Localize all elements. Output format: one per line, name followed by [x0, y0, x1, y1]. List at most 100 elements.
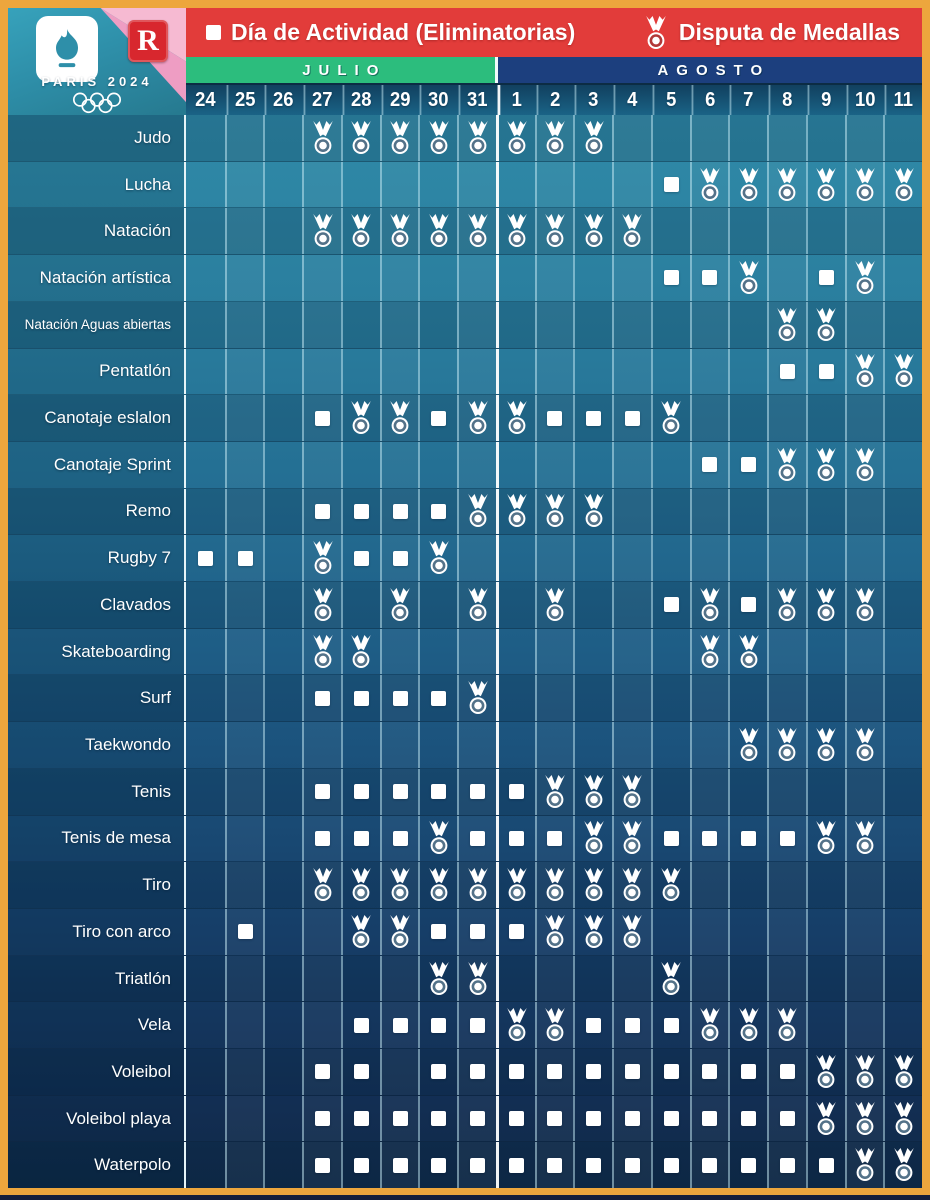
day-cell — [418, 908, 457, 955]
medal-icon — [428, 214, 449, 248]
day-cell — [495, 115, 535, 161]
day-cell — [805, 395, 845, 441]
medal-icon — [545, 494, 565, 528]
medal-icon — [622, 774, 643, 808]
day-cell — [418, 628, 457, 675]
medal-icon — [738, 634, 759, 668]
day-cell — [767, 441, 806, 488]
day-cell — [650, 675, 690, 722]
day-cell — [457, 955, 496, 1002]
day-cell — [728, 628, 767, 675]
activity-square-icon — [818, 270, 834, 286]
day-cell — [186, 722, 225, 768]
day-cell — [573, 301, 612, 348]
day-cell — [495, 255, 535, 301]
day-cell — [418, 1142, 457, 1189]
medal-icon — [583, 774, 604, 808]
day-cell — [340, 115, 380, 161]
activity-square-icon — [624, 410, 640, 426]
activity-square-icon — [586, 410, 602, 426]
day-cell — [805, 1049, 845, 1095]
activity-square-icon — [702, 830, 718, 846]
day-cell — [534, 1049, 574, 1095]
day-cell — [767, 582, 806, 628]
day-cell — [263, 1142, 302, 1189]
medal-icon — [777, 1008, 798, 1042]
day-cell — [844, 348, 884, 395]
day-cell — [457, 768, 496, 815]
day-cell — [186, 162, 225, 208]
medal-icon — [855, 727, 875, 761]
medal-icon — [390, 587, 410, 621]
day-cell — [844, 441, 884, 488]
activity-square-icon — [741, 1111, 757, 1127]
day-cell — [689, 208, 729, 255]
day-cell — [728, 161, 767, 208]
day-cell — [805, 488, 845, 535]
day-cell — [418, 441, 457, 488]
activity-square-icon — [624, 1017, 640, 1033]
activity-square-icon — [779, 1111, 795, 1127]
day-cell — [573, 628, 612, 675]
day-cell — [805, 768, 845, 815]
day-cell — [186, 816, 225, 862]
day-cell — [767, 955, 806, 1002]
activity-square-icon — [818, 363, 834, 379]
day-cell — [883, 348, 922, 395]
day-cell — [457, 348, 496, 395]
day-cell — [186, 769, 225, 815]
day-cell — [844, 1095, 884, 1142]
sport-row: Voleibol — [8, 1049, 922, 1096]
day-cell — [767, 208, 806, 255]
day-cell — [534, 535, 574, 582]
activity-square-icon — [392, 1111, 408, 1127]
day-cell — [302, 115, 341, 161]
day-cell — [883, 815, 922, 862]
medal-icon — [855, 821, 875, 855]
day-cell — [844, 908, 884, 955]
day-cell — [612, 115, 651, 161]
day-cell — [573, 768, 612, 815]
day-cell — [534, 955, 574, 1002]
day-cell — [689, 488, 729, 535]
day-cell — [263, 675, 302, 722]
day-cell — [805, 348, 845, 395]
day-cell — [612, 815, 651, 862]
medal-icon — [661, 961, 682, 995]
day-cell — [224, 1095, 264, 1142]
sport-row: Tiro — [8, 862, 922, 909]
month-julio: JULIO — [186, 57, 495, 83]
day-cell — [186, 489, 225, 535]
day-cell — [340, 768, 380, 815]
dates-row: 24 25 26 27 28 29 30 31 1 2 3 4 5 6 7 8 9 10 11 — [186, 83, 922, 115]
activity-square-icon — [431, 784, 447, 800]
day-cell — [844, 488, 884, 535]
day-cell — [186, 1002, 225, 1048]
day-cell — [883, 582, 922, 628]
day-cell — [457, 488, 496, 535]
activity-square-icon — [741, 457, 757, 473]
day-cell — [186, 675, 225, 721]
sport-label: Triatlón — [8, 955, 186, 1002]
day-cell — [844, 301, 884, 348]
activity-square-icon — [624, 1157, 640, 1173]
day-cell — [844, 628, 884, 675]
activity-square-icon — [663, 1111, 679, 1127]
day-cell — [534, 115, 574, 161]
day-cell — [573, 115, 612, 161]
day-cell — [689, 1002, 729, 1049]
day-cell — [457, 675, 496, 722]
date-julio-31: 31 — [458, 85, 495, 115]
medal-icon — [893, 1054, 914, 1088]
activity-square-icon — [509, 1157, 525, 1173]
activity-square-icon — [470, 1064, 486, 1080]
day-cell — [418, 722, 457, 768]
day-cell — [650, 115, 690, 161]
day-cell — [612, 675, 651, 722]
day-cell — [340, 161, 380, 208]
day-cell — [263, 908, 302, 955]
day-cell — [457, 1095, 496, 1142]
day-cell — [728, 208, 767, 255]
day-cell — [650, 395, 690, 441]
